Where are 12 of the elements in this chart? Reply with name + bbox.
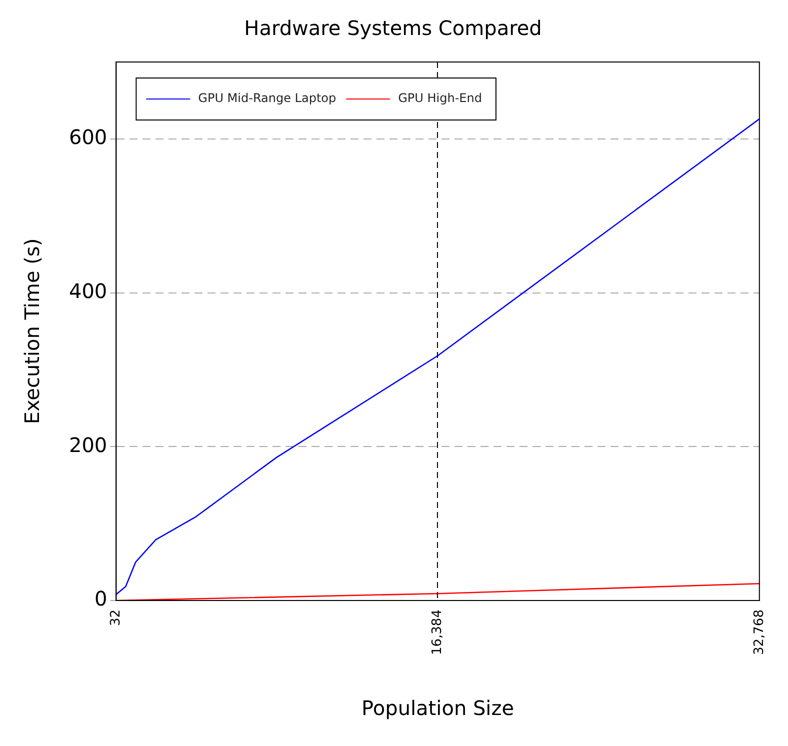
- chart-title: Hardware Systems Compared: [244, 16, 542, 40]
- legend-label: GPU Mid-Range Laptop: [198, 91, 336, 106]
- y-tick-label: 0: [94, 586, 108, 611]
- x-tick-label: 32,768: [752, 610, 767, 656]
- x-tick-label: 16,384: [430, 610, 445, 656]
- y-tick-label: 600: [68, 125, 108, 150]
- x-axis-title: Population Size: [362, 696, 514, 720]
- y-axis-title: Execution Time (s): [20, 238, 44, 424]
- y-tick-label: 200: [68, 432, 108, 457]
- legend-label: GPU High-End: [398, 91, 482, 106]
- x-tick-label: 32: [108, 610, 124, 626]
- y-tick-label: 400: [68, 278, 108, 303]
